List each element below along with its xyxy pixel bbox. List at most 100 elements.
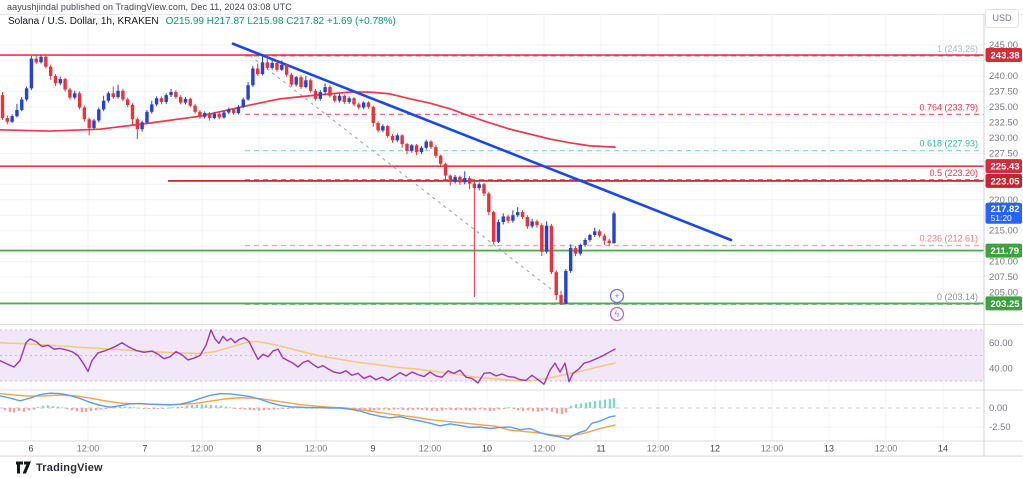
candle-body (467, 178, 472, 184)
chart-legend[interactable]: Solana / U.S. Dollar, 1h, KRAKEN O215.99 … (8, 16, 396, 27)
macd-histogram-bar (36, 406, 40, 408)
price-badge-label: 243.38 (991, 51, 1020, 62)
candle-body (212, 113, 217, 119)
candle-body (366, 102, 371, 107)
candle-body (429, 141, 433, 148)
macd-histogram-bar (608, 398, 612, 408)
candle-body (443, 163, 448, 176)
candle-body (491, 212, 496, 242)
macd-histogram-bar (248, 408, 252, 410)
candle-body (410, 145, 414, 151)
time-scale[interactable]: 6 12:00 7 12:00 8 12:00 9 12:00 10 12:00 11 12:00 12… (28, 444, 948, 454)
candle-body (304, 80, 308, 88)
lightning-icon[interactable] (609, 306, 625, 322)
price-tick-label: 235.00 (989, 102, 1018, 113)
candle-body (544, 225, 549, 252)
macd-histogram-bar (564, 408, 568, 413)
candle-body (530, 221, 534, 227)
tradingview-logo-icon (16, 461, 31, 474)
price-tick-label: 232.50 (989, 117, 1018, 128)
price-badge: 225.43 (985, 159, 1022, 174)
macd-histogram-bar (22, 408, 26, 412)
price-badge-bg (985, 243, 1022, 258)
candle-body (612, 213, 616, 244)
macd-histogram-bar (584, 402, 588, 408)
lightning-icon[interactable]: ϟ (609, 306, 625, 322)
time-tick-label: 8 (256, 444, 261, 454)
macd-histogram-bar (46, 405, 50, 408)
macd-histogram-bar (27, 408, 31, 411)
price-scale[interactable]: 245.00 240.00 237.50 235.00 232.50 230.00 227.… (985, 40, 1023, 433)
add-alert-icon-glyph: + (614, 291, 619, 301)
candle-body (246, 85, 250, 100)
macd-histogram-bar (281, 408, 285, 409)
add-alert-icon[interactable]: + (609, 288, 625, 304)
macd-histogram-bar (555, 408, 559, 414)
candle-body (434, 147, 438, 156)
price-tick-label: 237.50 (989, 86, 1018, 97)
macd-histogram-bar (104, 408, 108, 409)
price-badge-bg (985, 159, 1022, 174)
time-tick-label: 13 (824, 444, 834, 454)
macd-histogram-bar (449, 408, 453, 410)
tradingview-logo[interactable]: TradingView (16, 461, 103, 474)
candle-body (342, 95, 347, 102)
price-badge-bg (985, 48, 1022, 63)
candle-body (284, 64, 289, 75)
trendline[interactable] (231, 42, 733, 242)
macd-histogram-bar (243, 408, 247, 410)
macd-histogram-bar (56, 406, 60, 408)
macd-histogram-bar (473, 408, 477, 411)
candlestick-series[interactable] (0, 54, 616, 305)
candle-body (438, 155, 443, 164)
macd-histogram-bar (75, 408, 79, 412)
add-alert-icon[interactable] (609, 288, 625, 304)
candle-body (501, 216, 505, 223)
macd-histogram-bar (593, 401, 597, 408)
macd-histogram-bar (204, 404, 208, 408)
macd-histogram-bar (147, 408, 151, 409)
candle-body (540, 225, 544, 252)
moving-average-line (0, 91, 616, 148)
candle-body (361, 102, 366, 108)
candle-body (463, 178, 467, 183)
price-tick-label: 210.00 (989, 257, 1018, 268)
candle-body (270, 62, 274, 68)
macd-histogram-bar (70, 408, 74, 411)
candle-body (294, 77, 298, 85)
currency-toggle[interactable]: USD (985, 9, 1019, 28)
attribution-text: aayushjindal published on TradingView.co… (7, 2, 292, 12)
candle-body (97, 109, 101, 121)
macd-histogram-bar (363, 408, 367, 411)
macd-histogram-bar (396, 408, 400, 410)
candle-body (145, 111, 149, 123)
macd-histogram-bar (435, 408, 439, 412)
macd-histogram-bar (425, 408, 429, 411)
macd-histogram-bar (224, 406, 228, 408)
candle-body (92, 120, 96, 128)
candle-body (607, 240, 611, 244)
candle-body (198, 111, 202, 117)
time-tick-label: 12:00 (77, 444, 100, 454)
rsi-line (0, 329, 616, 385)
macd-histogram-bar (377, 408, 381, 410)
fib-baseline[interactable] (249, 55, 571, 305)
candle-body (125, 99, 130, 106)
macd-histogram-bar (118, 406, 122, 408)
candle-body (188, 98, 192, 106)
symbol-title[interactable]: Solana / U.S. Dollar, 1h, KRAKEN (8, 16, 159, 27)
macd-histogram-bar (51, 406, 55, 408)
candle-body (597, 231, 602, 236)
macd-histogram-bar (171, 407, 175, 409)
candle-body (453, 176, 457, 182)
candle-body (44, 56, 48, 67)
candle-body (48, 66, 53, 76)
candle-body (207, 113, 212, 119)
macd-histogram-bar (382, 408, 386, 410)
fib-level-label: 0.764 (233.79) (919, 102, 978, 112)
candle-body (5, 118, 10, 122)
price-badge: 203.25 (985, 296, 1022, 311)
candle-body (448, 175, 452, 182)
candle-body (376, 122, 380, 131)
